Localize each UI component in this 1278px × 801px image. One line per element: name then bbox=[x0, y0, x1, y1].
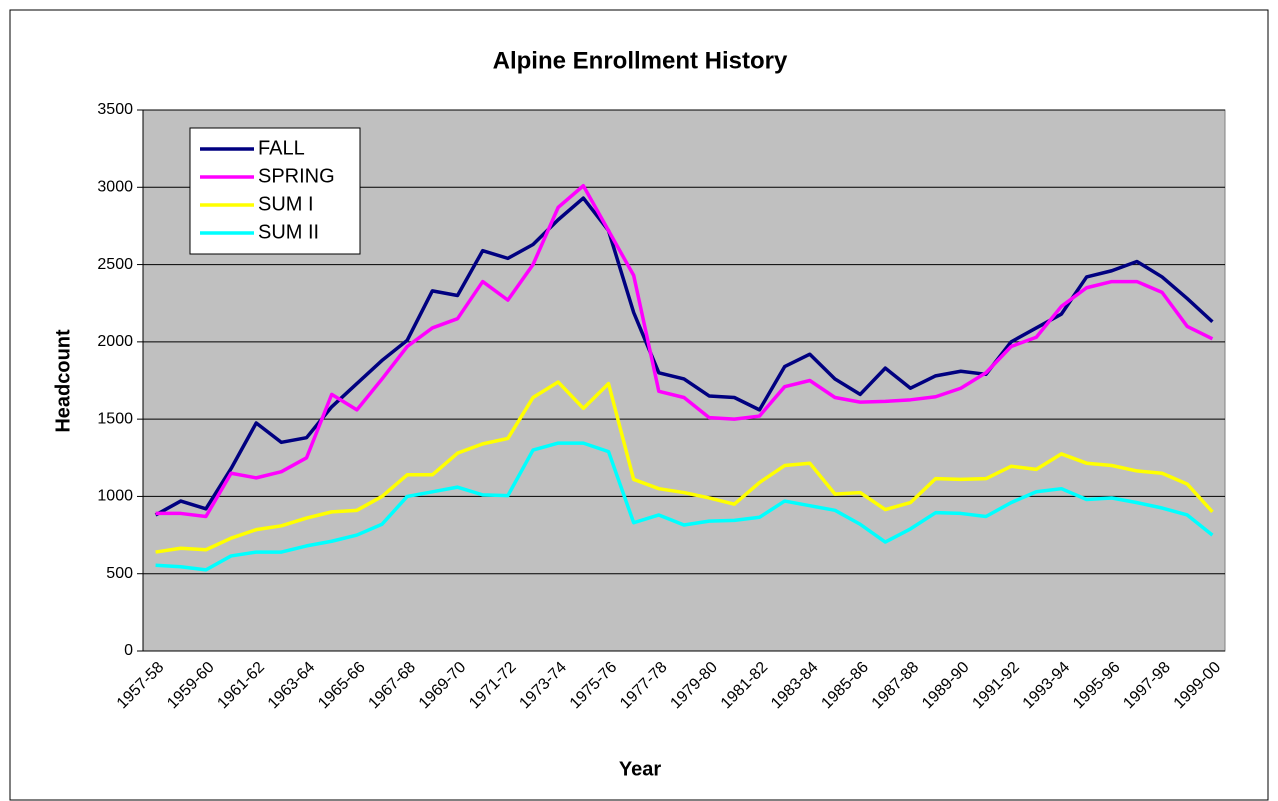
series-line bbox=[154, 196, 1214, 517]
chart-title: Alpine Enrollment History bbox=[493, 47, 788, 74]
legend-label: SUM I bbox=[258, 193, 314, 215]
series-line bbox=[155, 183, 1214, 519]
y-tick-label: 500 bbox=[106, 565, 133, 582]
y-tick-label: 2500 bbox=[97, 256, 133, 273]
series-line bbox=[155, 441, 1214, 572]
y-tick-label: 3500 bbox=[97, 101, 133, 118]
y-tick-label: 1000 bbox=[97, 488, 133, 505]
legend-label: FALL bbox=[258, 137, 305, 159]
y-tick-label: 2000 bbox=[97, 333, 133, 350]
y-tick-label: 1500 bbox=[97, 410, 133, 427]
y-tick-label: 0 bbox=[124, 642, 133, 659]
x-axis-label: Year bbox=[619, 758, 661, 780]
y-axis-label: Headcount bbox=[52, 329, 74, 433]
legend-label: SUM II bbox=[258, 221, 319, 243]
series-line bbox=[155, 380, 1214, 554]
legend-label: SPRING bbox=[258, 165, 335, 187]
y-tick-label: 3000 bbox=[97, 179, 133, 196]
